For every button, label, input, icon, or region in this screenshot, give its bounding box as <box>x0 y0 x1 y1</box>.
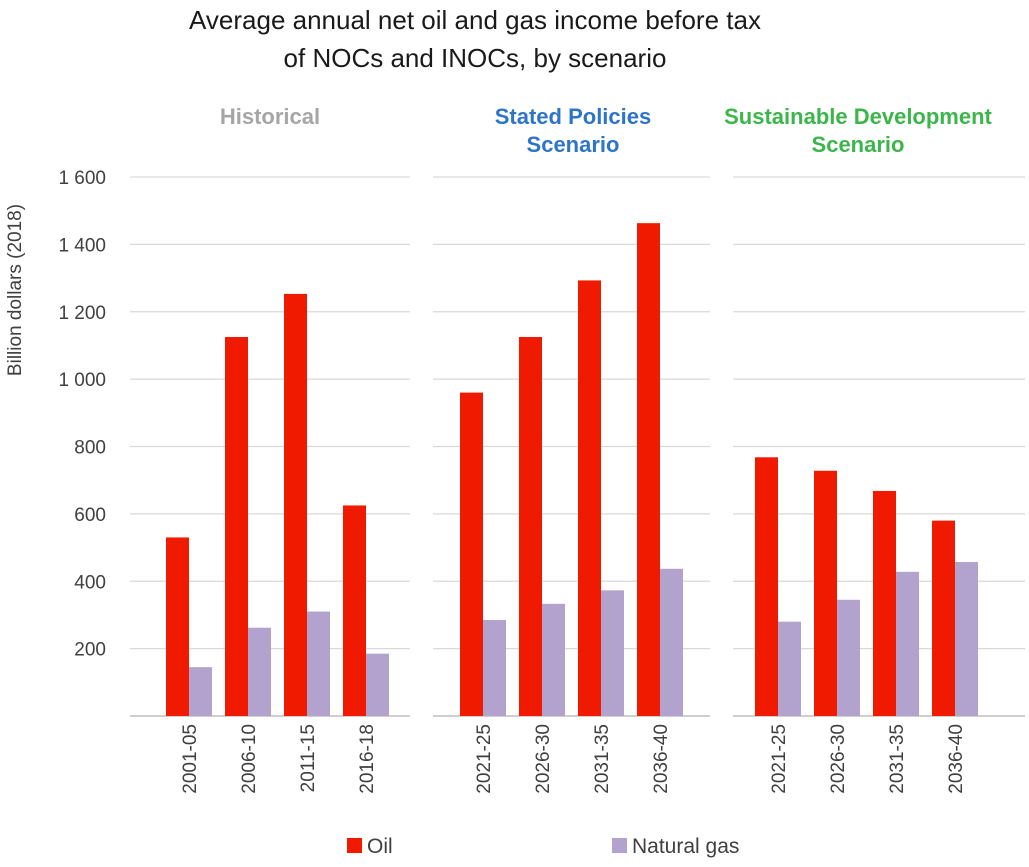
bar-oil <box>873 490 896 716</box>
bar-oil <box>814 470 837 716</box>
bar-oil <box>932 520 955 716</box>
bar-natural-gas <box>601 590 624 716</box>
panel-title: Scenario <box>527 132 620 157</box>
bar-natural-gas <box>248 627 271 716</box>
bar-natural-gas <box>366 653 389 716</box>
y-axis-label: Billion dollars (2018) <box>5 204 26 376</box>
x-tick-label: 2001-05 <box>180 724 201 794</box>
panel: Sustainable Development Scenario 2021-25 20… <box>724 104 1025 794</box>
bar-oil <box>343 505 366 716</box>
bar-oil <box>519 337 542 716</box>
chart-title-line: of NOCs and INOCs, by scenario <box>284 43 667 73</box>
y-tick-label: 1 000 <box>58 370 106 391</box>
panel-title: Stated Policies <box>495 104 652 129</box>
legend-label: Oil <box>367 835 393 858</box>
bar-natural-gas <box>542 603 565 716</box>
bar-natural-gas <box>837 599 860 716</box>
chart-panels: Historical 2001-05 2006-10 2011-15 2016-18 St… <box>130 104 1025 794</box>
x-tick-label: 2036-40 <box>651 724 672 794</box>
bar-natural-gas <box>307 611 330 716</box>
x-tick-label: 2026-30 <box>533 724 554 794</box>
bar-oil <box>637 223 660 717</box>
bar-oil <box>578 280 601 716</box>
y-tick-label: 800 <box>74 438 106 459</box>
y-tick-label: 200 <box>74 640 106 661</box>
y-tick-label: 1 200 <box>58 303 106 324</box>
y-tick-label: 600 <box>74 505 106 526</box>
legend-swatch-oil <box>347 838 362 853</box>
bar-natural-gas <box>660 568 683 716</box>
x-tick-label: 2031-35 <box>887 724 908 794</box>
chart-title: Average annual net oil and gas income be… <box>189 5 761 73</box>
chart-title-line: Average annual net oil and gas income be… <box>189 5 761 35</box>
bar-natural-gas <box>778 621 801 716</box>
panel-title: Sustainable Development <box>724 104 992 129</box>
panel-title: Historical <box>220 104 320 129</box>
x-tick-label: 2006-10 <box>239 724 260 794</box>
bar-oil <box>166 537 189 716</box>
legend-swatch-natural-gas <box>612 838 627 853</box>
bar-oil <box>460 392 483 716</box>
bar-natural-gas <box>483 619 506 716</box>
panel-title: Scenario <box>812 132 905 157</box>
bar-natural-gas <box>955 562 978 716</box>
x-tick-label: 2011-15 <box>298 724 319 792</box>
bar-oil <box>225 337 248 716</box>
x-tick-label: 2016-18 <box>357 724 378 794</box>
panel: Stated Policies Scenario 2021-25 2026-30 203… <box>433 104 710 794</box>
x-tick-label: 2036-40 <box>946 724 967 794</box>
x-tick-label: 2021-25 <box>769 724 790 794</box>
y-tick-label: 1 600 <box>58 168 106 189</box>
y-axis-ticks: 200 400 600 800 1 000 1 200 1 400 1 600 <box>58 168 106 661</box>
x-tick-label: 2021-25 <box>474 724 495 794</box>
legend: Oil Natural gas <box>347 835 739 858</box>
bar-natural-gas <box>189 667 212 716</box>
y-tick-label: 400 <box>74 572 106 593</box>
bar-oil <box>755 457 778 716</box>
x-tick-label: 2026-30 <box>828 724 849 794</box>
bar-oil <box>284 293 307 716</box>
bar-natural-gas <box>896 571 919 716</box>
legend-label: Natural gas <box>632 835 739 858</box>
y-axis-title: Billion dollars (2018) <box>5 204 26 376</box>
x-tick-label: 2031-35 <box>592 724 613 794</box>
panel: Historical 2001-05 2006-10 2011-15 2016-18 <box>130 104 410 794</box>
y-tick-label: 1 400 <box>58 235 106 256</box>
